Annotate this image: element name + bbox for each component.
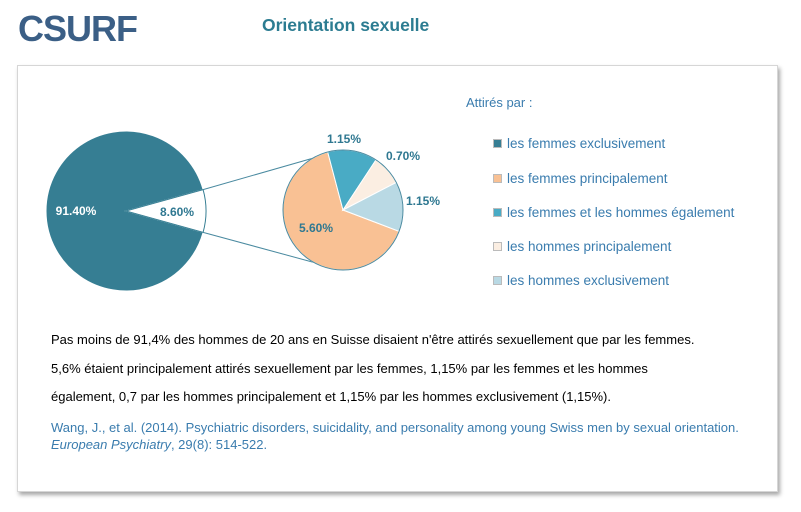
legend-label: les femmes principalement bbox=[507, 171, 668, 186]
summary-line-2: 5,6% étaient principalement attirés sexu… bbox=[51, 361, 648, 376]
secondary-pie-outline bbox=[282, 149, 404, 271]
legend-swatch bbox=[493, 242, 502, 251]
csurf-logo: CSURF bbox=[18, 8, 138, 49]
legend-item: les femmes principalement bbox=[493, 171, 668, 186]
legend-item: les hommes principalement bbox=[493, 239, 671, 254]
summary-line-3: également, 0,7 par les hommes principale… bbox=[51, 389, 611, 404]
data-label-0-70: 0.70% bbox=[386, 149, 420, 163]
legend-label: les hommes exclusivement bbox=[507, 273, 670, 288]
legend-label: les femmes exclusivement bbox=[507, 136, 666, 151]
citation-main: Wang, J., et al. (2014). Psychiatric dis… bbox=[51, 420, 739, 435]
legend-label: les femmes et les hommes également bbox=[507, 205, 735, 220]
citation-journal: European Psychiatry bbox=[51, 437, 171, 452]
data-label-5-60: 5.60% bbox=[299, 221, 333, 235]
legend-title: Attirés par : bbox=[466, 95, 533, 110]
citation-tail: , 29(8): 514-522. bbox=[170, 437, 268, 452]
legend-swatch bbox=[493, 276, 502, 285]
legend-swatch bbox=[493, 174, 502, 183]
summary-line-1: Pas moins de 91,4% des hommes de 20 ans … bbox=[51, 332, 695, 347]
data-label-1-15-exclusivement: 1.15% bbox=[406, 194, 440, 208]
data-label-8-60: 8.60% bbox=[160, 205, 194, 219]
legend-swatch bbox=[493, 139, 502, 148]
legend-label: les hommes principalement bbox=[507, 239, 672, 254]
page-title: Orientation sexuelle bbox=[262, 15, 430, 35]
legend-item: les hommes exclusivement bbox=[493, 273, 669, 288]
legend-swatch bbox=[493, 208, 502, 217]
data-label-1-15-egalement: 1.15% bbox=[327, 132, 361, 146]
legend-item: les femmes et les hommes également bbox=[493, 205, 734, 220]
data-label-91-40: 91.40% bbox=[56, 204, 97, 218]
legend-item: les femmes exclusivement bbox=[493, 136, 665, 151]
citation: Wang, J., et al. (2014). Psychiatric dis… bbox=[51, 419, 741, 453]
